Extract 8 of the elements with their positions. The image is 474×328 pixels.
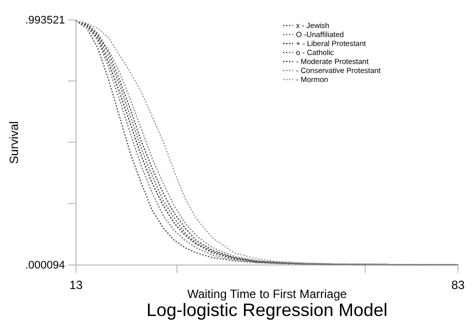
x-tick-label: 83 bbox=[451, 278, 465, 292]
y-tick-label: .993521 bbox=[25, 14, 65, 27]
y-axis-title: Survival bbox=[7, 121, 21, 164]
x-tick-label: 13 bbox=[69, 278, 83, 292]
text: Log-logistic Regression Model bbox=[146, 300, 388, 320]
line-series bbox=[75, 20, 459, 266]
y-tick-label: .000094 bbox=[25, 260, 65, 272]
x-axis-title: Waiting Time to First Marriage bbox=[187, 287, 348, 301]
